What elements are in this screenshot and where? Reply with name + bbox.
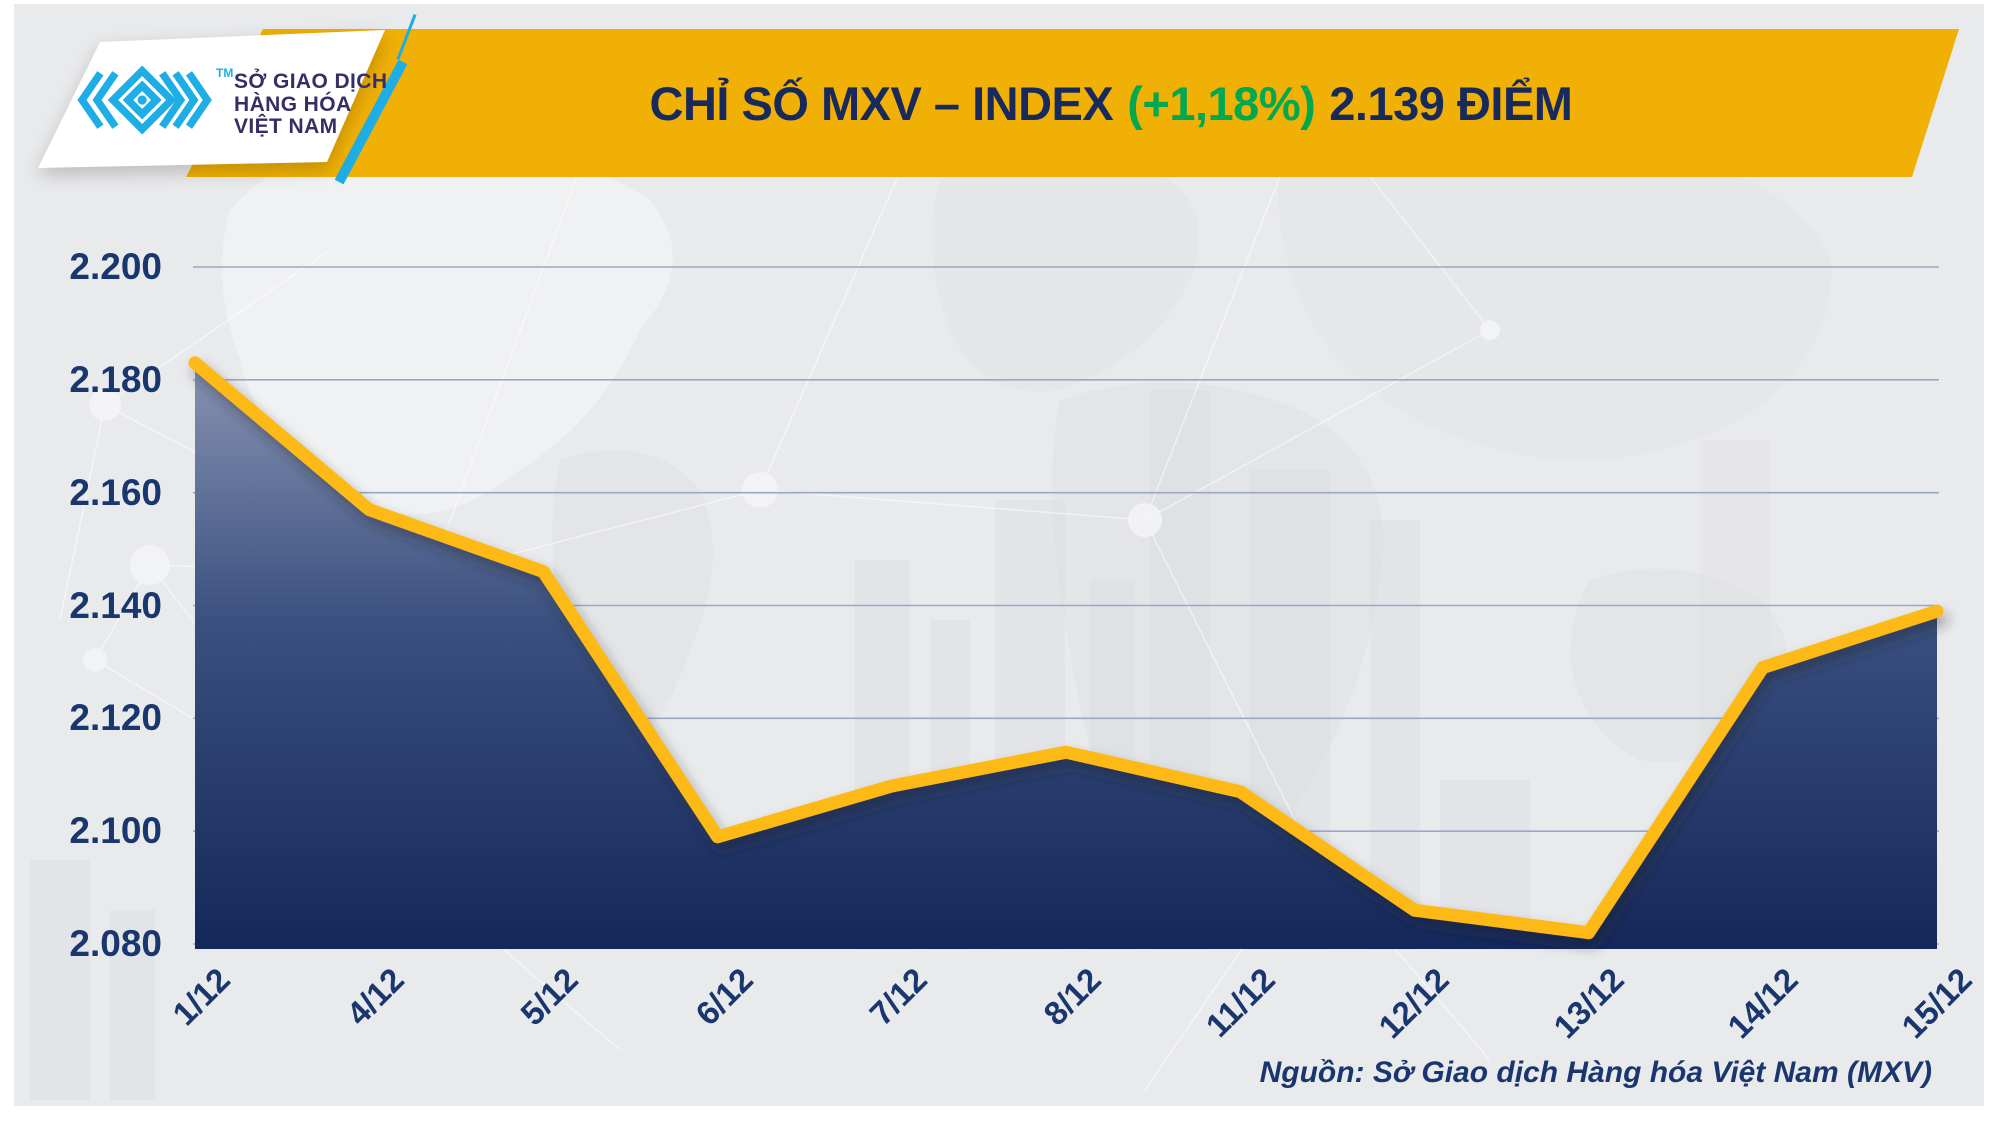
logo-line-1: SỞ GIAO DỊCH (234, 70, 388, 93)
title-prefix: CHỈ SỐ MXV – INDEX (649, 76, 1114, 130)
chart-title: CHỈ SỐ MXV – INDEX (+1,18%) 2.139 ĐIỂM (263, 29, 1959, 177)
logo-tm-mark: TM (216, 66, 234, 80)
source-note: Nguồn: Sở Giao dịch Hàng hóa Việt Nam (M… (1259, 1056, 1932, 1089)
y-tick-label: 2.180 (69, 358, 162, 400)
y-tick-label: 2.100 (69, 810, 162, 852)
title-value: 2.139 ĐIỂM (1329, 76, 1573, 130)
y-tick-label: 2.080 (69, 923, 162, 964)
logo-wordmark: SỞ GIAO DỊCH HÀNG HÓA VIỆT NAM (234, 70, 388, 139)
y-tick-label: 2.200 (69, 246, 162, 287)
title-change-percent: (+1,18%) (1127, 76, 1316, 130)
y-tick-label: 2.140 (69, 584, 162, 626)
y-tick-label: 2.120 (69, 697, 162, 739)
y-tick-label: 2.160 (69, 471, 162, 513)
mxv-logo-icon (77, 65, 212, 135)
title-banner (186, 29, 1959, 177)
logo-line-2: HÀNG HÓA (234, 92, 352, 116)
logo-line-3: VIỆT NAM (234, 115, 338, 138)
